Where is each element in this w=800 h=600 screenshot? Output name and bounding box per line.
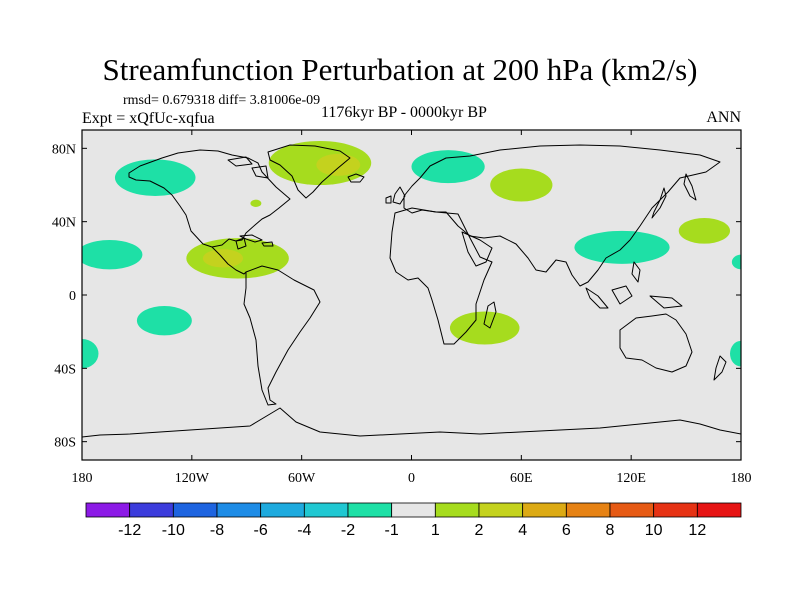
colorbar-swatch-6 bbox=[347, 502, 393, 518]
coastlines bbox=[82, 144, 741, 438]
axis-ticks: 180 120W 60W 0 60E 120E 180 80N 40N 0 40S 80S bbox=[52, 130, 752, 486]
coast-antarctica bbox=[82, 407, 741, 438]
colorbar-swatch-8 bbox=[434, 502, 480, 518]
region-15 bbox=[730, 340, 741, 367]
coast-north-america bbox=[128, 149, 291, 248]
colorbar-swatch-5 bbox=[303, 502, 349, 518]
y-tick-label-0: 80N bbox=[52, 142, 76, 157]
colorbar-label-10: 6 bbox=[562, 522, 571, 539]
region-10 bbox=[678, 218, 731, 244]
coast-cuba bbox=[239, 234, 263, 243]
x-tick-label-2: 60W bbox=[288, 471, 316, 486]
coast-yucatan bbox=[235, 237, 247, 250]
coast-britain bbox=[392, 186, 406, 205]
coast-sumatra bbox=[585, 287, 609, 309]
colorbar: -12 -10 -8 -6 -4 -2 -1 1 2 4 6 8 10 12 bbox=[85, 502, 742, 539]
coast-kamchatka bbox=[683, 173, 697, 201]
colorbar-label-7: 1 bbox=[431, 522, 440, 539]
coast-new-zealand bbox=[713, 355, 727, 381]
region-5 bbox=[490, 168, 553, 202]
coast-central-america bbox=[211, 246, 247, 275]
coast-madagascar bbox=[483, 301, 497, 329]
season-label: ANN bbox=[706, 109, 741, 126]
coast-new-guinea bbox=[649, 295, 683, 309]
colorbar-label-3: -6 bbox=[254, 522, 268, 539]
colorbar-label-2: -8 bbox=[210, 522, 224, 539]
y-tick-label-3: 40S bbox=[54, 362, 76, 377]
stats-label: rmsd= 0.679318 diff= 3.81006e-09 bbox=[123, 93, 321, 108]
colorbar-swatch-12 bbox=[609, 502, 655, 518]
region-12 bbox=[136, 306, 192, 336]
colorbar-swatch-9 bbox=[478, 502, 524, 518]
region-0 bbox=[114, 159, 196, 197]
coast-canada-islands-1 bbox=[227, 156, 253, 167]
chart-title: Streamfunction Perturbation at 200 hPa (… bbox=[102, 52, 698, 87]
region-11 bbox=[731, 254, 741, 270]
region-13 bbox=[449, 311, 520, 345]
x-tick-label-5: 120E bbox=[616, 471, 646, 486]
region-3 bbox=[250, 199, 262, 207]
region-2 bbox=[316, 153, 361, 176]
colorbar-label-6: -1 bbox=[385, 522, 399, 539]
colorbar-swatch-13 bbox=[653, 502, 698, 518]
colorbar-label-9: 4 bbox=[518, 522, 527, 539]
coast-arabia bbox=[461, 231, 493, 267]
colorbar-label-13: 12 bbox=[688, 522, 706, 539]
x-tick-label-4: 60E bbox=[510, 471, 533, 486]
colorbar-label-4: -4 bbox=[297, 522, 311, 539]
colorbar-label-0: -12 bbox=[118, 522, 141, 539]
colorbar-swatch-7 bbox=[391, 502, 436, 518]
coast-hispaniola bbox=[261, 241, 274, 247]
x-tick-label-6: 180 bbox=[731, 471, 752, 486]
colorbar-swatch-1 bbox=[129, 502, 174, 518]
coast-borneo bbox=[611, 285, 633, 305]
y-tick-label-2: 0 bbox=[69, 289, 76, 304]
coast-greenland bbox=[267, 144, 351, 199]
experiment-label: Expt = xQfUc-xqfua bbox=[82, 110, 215, 127]
x-tick-label-1: 120W bbox=[175, 471, 210, 486]
coast-africa bbox=[389, 207, 493, 345]
coast-philippines bbox=[631, 261, 641, 283]
x-tick-label-3: 0 bbox=[408, 471, 415, 486]
colorbar-label-5: -2 bbox=[341, 522, 355, 539]
coast-canada-islands-2 bbox=[251, 165, 269, 179]
coast-eurasia bbox=[403, 144, 721, 287]
coast-japan bbox=[651, 187, 667, 219]
y-tick-label-4: 80S bbox=[54, 436, 76, 451]
colorbar-label-1: -10 bbox=[162, 522, 185, 539]
x-tick-label-0: 180 bbox=[72, 471, 93, 486]
y-tick-label-1: 40N bbox=[52, 216, 76, 231]
coast-australia bbox=[619, 313, 693, 373]
colorbar-swatch-11 bbox=[565, 502, 611, 518]
colorbar-swatch-3 bbox=[216, 502, 262, 518]
colorbar-label-11: 8 bbox=[606, 522, 615, 539]
region-14 bbox=[82, 339, 99, 369]
anomaly-regions bbox=[82, 141, 741, 369]
coast-iceland bbox=[347, 173, 365, 183]
colorbar-label-8: 2 bbox=[475, 522, 484, 539]
coast-south-america bbox=[243, 265, 321, 406]
period-label: 1176kyr BP - 0000kyr BP bbox=[321, 104, 487, 121]
colorbar-swatch-0 bbox=[85, 502, 131, 518]
colorbar-swatch-4 bbox=[260, 502, 305, 518]
colorbar-swatch-14 bbox=[696, 502, 742, 518]
coast-ireland bbox=[385, 195, 392, 204]
colorbar-swatch-2 bbox=[172, 502, 218, 518]
region-4 bbox=[411, 150, 485, 184]
colorbar-label-12: 10 bbox=[645, 522, 663, 539]
region-6 bbox=[82, 240, 143, 270]
colorbar-swatch-10 bbox=[522, 502, 567, 518]
